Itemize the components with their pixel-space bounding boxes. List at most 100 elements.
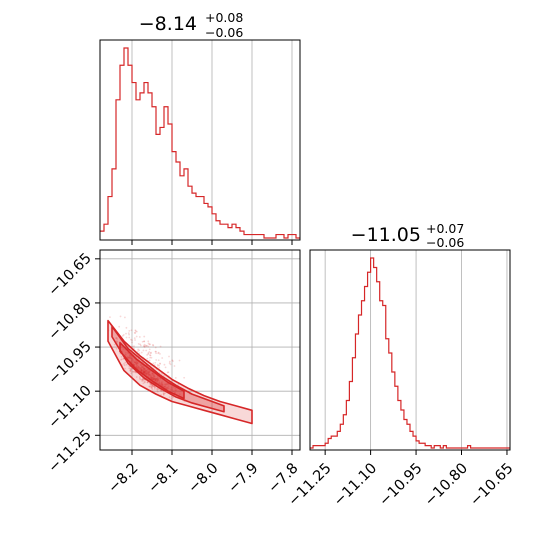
scatter-point (149, 352, 152, 355)
scatter-point (147, 340, 150, 343)
marginal-histogram-param-1: −8.14 +0.08 −0.06 (99, 10, 301, 245)
scatter-point (147, 371, 150, 374)
scatter-point (148, 371, 150, 374)
scatter-point (123, 362, 125, 365)
scatter-point (140, 351, 143, 354)
scatter-point (134, 339, 136, 341)
scatter-point (138, 352, 141, 355)
scatter-point (115, 336, 118, 339)
scatter-point (150, 386, 153, 389)
scatter-point (141, 340, 144, 343)
scatter-point (148, 374, 151, 376)
scatter-point (156, 377, 159, 379)
scatter-point (140, 369, 142, 372)
scatter-point (158, 366, 161, 369)
histogram-step-line (100, 47, 300, 239)
scatter-point (154, 379, 157, 382)
scatter-point (150, 356, 153, 359)
scatter-point (159, 345, 162, 348)
scatter-point (145, 372, 148, 375)
scatter-point (128, 356, 130, 359)
scatter-point (149, 383, 151, 385)
scatter-point (132, 370, 135, 373)
scatter-point (161, 383, 164, 386)
scatter-point (143, 368, 146, 371)
scatter-point (130, 370, 132, 373)
scatter-point (154, 377, 157, 380)
scatter-point (161, 381, 163, 383)
scatter-point (145, 372, 147, 375)
scatter-point (147, 373, 150, 376)
scatter-point (129, 369, 132, 372)
scatter-point (164, 366, 167, 369)
scatter-point (177, 383, 180, 386)
scatter-point (138, 367, 141, 370)
scatter-point (122, 348, 125, 350)
scatter-point (167, 385, 170, 388)
scatter-point (144, 369, 147, 372)
scatter-point (141, 378, 143, 381)
scatter-point (160, 381, 163, 384)
scatter-point (161, 383, 164, 386)
scatter-point (139, 344, 142, 347)
scatter-point (140, 368, 143, 371)
scatter-point (148, 385, 151, 388)
scatter-point (156, 389, 159, 391)
scatter-point (148, 359, 151, 362)
scatter-point (152, 375, 155, 377)
scatter-point (132, 359, 135, 361)
scatter-point (147, 374, 150, 377)
scatter-point (136, 362, 139, 365)
title-median: −11.05 (351, 224, 421, 246)
scatter-point (178, 393, 181, 396)
scatter-point (166, 371, 169, 374)
scatter-point (175, 389, 178, 392)
scatter-point (146, 381, 149, 384)
scatter-point (159, 383, 162, 385)
scatter-point (143, 370, 146, 373)
scatter-point (142, 370, 145, 372)
scatter-point (166, 386, 168, 389)
scatter-point (129, 338, 132, 341)
scatter-point (153, 375, 156, 378)
scatter-point (158, 380, 161, 382)
scatter-point (147, 371, 150, 374)
scatter-point (162, 393, 165, 396)
scatter-point (124, 367, 126, 370)
scatter-point (145, 372, 148, 375)
grid-lines (131, 40, 293, 240)
scatter-point (161, 357, 164, 359)
scatter-point (157, 352, 160, 355)
scatter-point (141, 367, 144, 370)
marginal-histogram-param-2: −11.25−11.10−10.95−10.80−10.65 −11.05 +0… (285, 221, 516, 510)
scatter-point (153, 373, 155, 376)
scatter-point (147, 373, 149, 375)
scatter-point (153, 375, 156, 378)
scatter-point (135, 371, 137, 374)
scatter-point (146, 370, 149, 373)
scatter-point (155, 359, 158, 361)
y-tick-label: −10.95 (46, 339, 95, 388)
scatter-point (120, 355, 123, 358)
scatter-point (131, 358, 133, 361)
scatter-point (125, 363, 128, 366)
scatter-point (138, 368, 140, 371)
scatter-point (170, 395, 173, 398)
scatter-point (155, 350, 157, 353)
y-tick-label: −10.80 (46, 294, 95, 343)
scatter-point (130, 359, 133, 362)
scatter-point (143, 381, 146, 384)
scatter-point (128, 367, 131, 370)
scatter-point (163, 363, 166, 366)
scatter-point (153, 378, 155, 381)
scatter-point (154, 350, 157, 353)
scatter-point (164, 385, 167, 387)
contour-level-2 (111, 325, 225, 413)
scatter-point (133, 331, 136, 334)
scatter-point (147, 353, 150, 356)
scatter-point (137, 350, 139, 353)
scatter-point (155, 379, 158, 382)
scatter-point (153, 375, 155, 377)
scatter-point (144, 344, 147, 347)
